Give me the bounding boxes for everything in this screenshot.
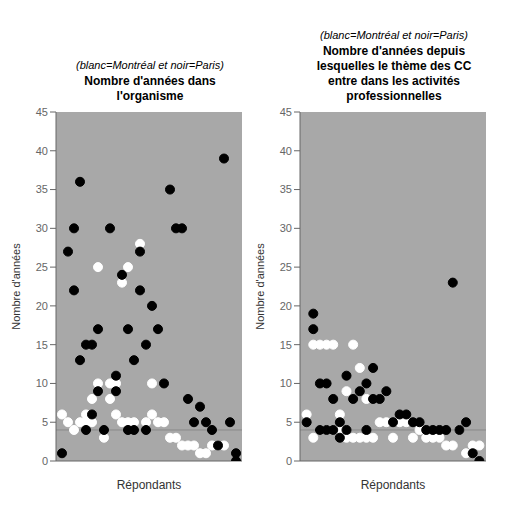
svg-text:25: 25 <box>36 261 48 273</box>
svg-text:35: 35 <box>36 183 48 195</box>
svg-text:40: 40 <box>36 145 48 157</box>
svg-text:5: 5 <box>286 416 292 428</box>
html-text:Nombre d'années depuis lesquel: Nombre d'années depuis lesquelles le thè… <box>316 44 472 103</box>
svg-text:0: 0 <box>42 455 48 467</box>
svg-text:Répondants: Répondants <box>361 478 426 492</box>
svg-text:15: 15 <box>36 339 48 351</box>
svg-text:25: 25 <box>280 261 292 273</box>
svg-text:10: 10 <box>36 377 48 389</box>
svg-text:10: 10 <box>280 377 292 389</box>
svg-text:20: 20 <box>280 300 292 312</box>
svg-text:0: 0 <box>286 455 292 467</box>
svg-text:Nombre d'années: Nombre d'années <box>10 243 22 330</box>
svg-text:Répondants: Répondants <box>117 478 182 492</box>
svg-text:30: 30 <box>36 222 48 234</box>
svg-text:45: 45 <box>36 106 48 118</box>
html-text:(blanc=Montréal et noir=Paris): (blanc=Montréal et noir=Paris) <box>320 29 468 41</box>
svg-text:35: 35 <box>280 183 292 195</box>
html-text:Nombre d'années dans l'organis: Nombre d'années dans l'organisme <box>84 74 216 103</box>
svg-text:45: 45 <box>280 106 292 118</box>
svg-text:40: 40 <box>280 145 292 157</box>
svg-text:Nombre d'années: Nombre d'années <box>254 243 266 330</box>
svg-text:30: 30 <box>280 222 292 234</box>
html-text:(blanc=Montréal et noir=Paris): (blanc=Montréal et noir=Paris) <box>76 59 224 71</box>
svg-text:5: 5 <box>42 416 48 428</box>
svg-text:15: 15 <box>280 339 292 351</box>
svg-text:20: 20 <box>36 300 48 312</box>
